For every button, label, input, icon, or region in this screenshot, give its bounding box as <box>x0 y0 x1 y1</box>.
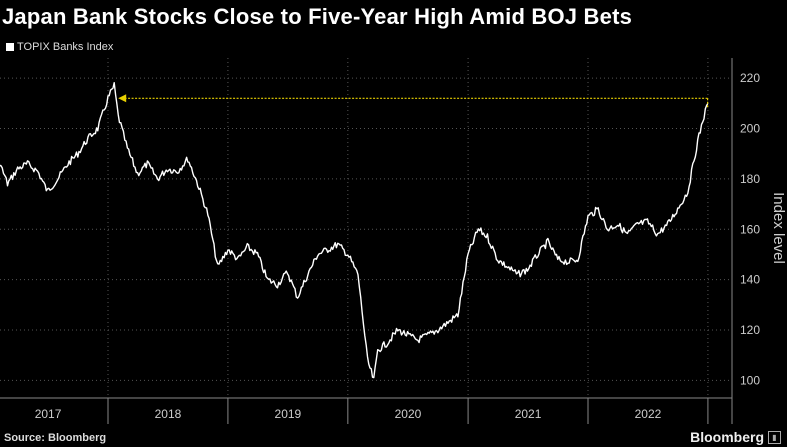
grid <box>0 58 732 398</box>
series-line-topix-banks <box>0 82 709 379</box>
x-tick-label: 2019 <box>275 407 302 421</box>
y-tick-label: 140 <box>740 273 760 287</box>
y-axis-title: Index level <box>770 192 787 264</box>
series-layer <box>0 82 709 379</box>
x-tick-label: 2021 <box>515 407 542 421</box>
x-tick-label: 2018 <box>155 407 182 421</box>
legend: TOPIX Banks Index <box>6 41 113 53</box>
y-tick-label: 100 <box>740 373 760 387</box>
y-tick-label: 160 <box>740 222 760 236</box>
y-tick-label: 180 <box>740 172 760 186</box>
annotation-layer <box>118 94 709 109</box>
brand-label: Bloomberg <box>690 429 764 445</box>
source-note: Source: Bloomberg <box>4 432 107 444</box>
x-tick-label: 2022 <box>635 407 662 421</box>
annotation-arrow-head <box>118 94 127 103</box>
x-tick-label: 2020 <box>395 407 422 421</box>
legend-swatch <box>6 43 14 51</box>
legend-label: TOPIX Banks Index <box>17 41 114 53</box>
bloomberg-logo: Bloomberg ▮ <box>690 429 781 445</box>
bloomberg-chart-icon: ▮ <box>768 430 781 444</box>
y-tick-label: 120 <box>740 323 760 337</box>
chart-title: Japan Bank Stocks Close to Five-Year Hig… <box>2 4 633 29</box>
y-tick-label: 200 <box>740 122 760 136</box>
axes: 100 120 140 160 180 200 220 2017 2018 2019 2020 202… <box>0 58 787 424</box>
x-tick-label: 2017 <box>35 407 62 421</box>
y-tick-label: 220 <box>740 71 760 85</box>
